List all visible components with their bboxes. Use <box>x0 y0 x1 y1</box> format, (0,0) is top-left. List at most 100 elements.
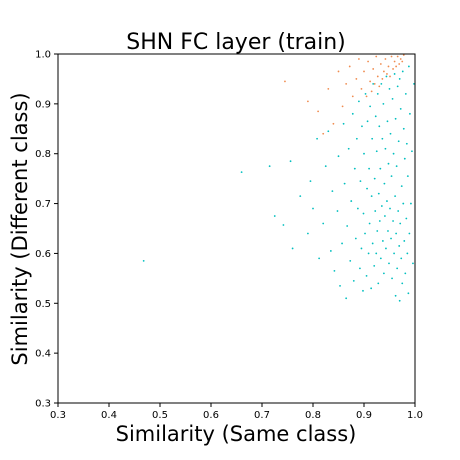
scatter-point <box>366 120 369 123</box>
scatter-point <box>395 65 398 68</box>
scatter-point <box>368 222 371 225</box>
scatter-point <box>404 272 407 275</box>
scatter-point <box>388 262 390 265</box>
scatter-point <box>142 260 145 262</box>
scatter-point <box>395 232 398 235</box>
scatter-point <box>362 289 364 292</box>
scatter-point <box>396 267 399 270</box>
scatter-point <box>378 125 381 128</box>
scatter-point <box>291 247 294 250</box>
scatter-point <box>380 83 383 85</box>
y-tick-label: 0.4 <box>35 349 51 360</box>
y-tick-label: 0.5 <box>35 299 51 310</box>
scatter-point <box>322 132 325 135</box>
scatter-point <box>316 137 318 140</box>
scatter-point <box>367 60 369 63</box>
scatter-point <box>333 269 336 272</box>
y-axis-label: Similarity (Different class) <box>8 92 32 365</box>
scatter-point <box>393 73 396 75</box>
scatter-point <box>383 182 386 185</box>
scatter-point <box>240 171 243 174</box>
scatter-point <box>391 277 393 280</box>
scatter-point <box>337 155 340 158</box>
scatter-point <box>409 112 411 115</box>
scatter-point <box>346 225 349 227</box>
scatter-point <box>412 262 414 265</box>
scatter-point <box>361 125 363 128</box>
scatter-point <box>402 54 405 56</box>
scatter-point <box>406 175 409 178</box>
scatter-point <box>386 120 389 123</box>
scatter-point <box>312 207 314 210</box>
scatter-point <box>365 95 368 98</box>
scatter-point <box>394 195 397 197</box>
scatter-point <box>341 105 344 108</box>
scatter-point <box>376 92 379 95</box>
scatter-point <box>299 195 302 197</box>
scatter-series <box>284 54 405 135</box>
scatter-point <box>337 70 340 73</box>
scatter-point <box>399 222 402 225</box>
scatter-point <box>394 117 397 120</box>
scatter-point <box>377 192 380 195</box>
scatter-point <box>332 122 335 125</box>
scatter-point <box>394 294 397 297</box>
scatter-point <box>408 232 411 235</box>
scatter-point <box>398 78 401 80</box>
scatter-point <box>307 100 309 103</box>
scatter-point <box>396 55 399 58</box>
scatter-point <box>284 80 286 83</box>
scatter-point <box>342 122 345 125</box>
scatter-point <box>369 105 372 108</box>
scatter-point <box>392 220 394 222</box>
scatter-point <box>392 152 395 155</box>
scatter-point <box>400 257 403 260</box>
scatter-point <box>322 222 325 225</box>
x-tick-label: 0.9 <box>356 410 372 421</box>
scatter-point <box>324 165 327 168</box>
scatter-point <box>354 237 357 240</box>
scatter-point <box>329 250 332 252</box>
scatter-point <box>401 60 404 63</box>
scatter-point <box>385 247 387 250</box>
scatter-point <box>381 78 384 80</box>
x-axis-label: Similarity (Same class) <box>116 422 357 446</box>
scatter-point <box>336 210 339 212</box>
scatter-point <box>388 88 391 90</box>
x-tick-label: 0.4 <box>101 410 117 421</box>
y-tick-label: 0.6 <box>35 249 51 260</box>
scatter-point <box>406 252 409 255</box>
scatter-point <box>401 282 404 285</box>
scatter-point <box>407 292 410 295</box>
scatter-point <box>360 247 363 250</box>
y-tick-label: 0.7 <box>35 199 51 210</box>
scatter-point <box>384 147 387 150</box>
scatter-series <box>142 65 415 302</box>
scatter-point <box>393 252 395 255</box>
scatter-point <box>413 83 415 85</box>
scatter-point <box>404 92 407 95</box>
scatter-point <box>382 272 385 275</box>
scatter-point <box>400 185 403 188</box>
scatter-point <box>403 240 406 242</box>
scatter-point <box>370 195 373 197</box>
scatter-point <box>399 58 402 60</box>
scatter-point <box>327 88 330 90</box>
scatter-point <box>345 83 348 85</box>
scatter-point <box>369 80 372 83</box>
scatter-point <box>362 212 365 215</box>
scatter-point <box>352 279 355 282</box>
scatter-point <box>389 207 391 210</box>
scatter-point <box>371 242 374 245</box>
chart-title: SHN FC layer (train) <box>126 30 346 55</box>
scatter-point <box>401 70 404 73</box>
scatter-point <box>384 58 387 60</box>
scatter-point <box>366 187 368 190</box>
scatter-point <box>379 257 382 260</box>
scatter-point <box>350 200 353 202</box>
scatter-point <box>386 73 388 75</box>
scatter-point <box>268 165 271 168</box>
scatter-point <box>374 210 377 212</box>
scatter-point <box>348 65 351 68</box>
scatter-point <box>317 110 319 113</box>
